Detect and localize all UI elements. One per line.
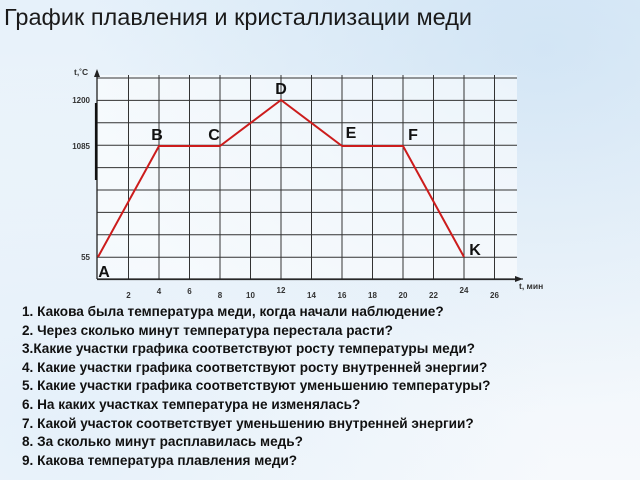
question-item: 1. Какова была температура меди, когда н… xyxy=(22,304,444,319)
x-tick-label: 16 xyxy=(338,291,347,300)
x-axis-title: t, мин xyxy=(519,281,543,291)
point-label-a: A xyxy=(98,264,110,281)
x-tick-label: 6 xyxy=(187,287,192,296)
x-tick-label: 22 xyxy=(429,291,438,300)
plot-area xyxy=(97,75,517,279)
point-label-d: D xyxy=(275,81,287,98)
x-tick-label: 8 xyxy=(218,291,223,300)
page-title: График плавления и кристаллизации меди xyxy=(4,4,473,30)
point-label-k: K xyxy=(469,242,481,259)
x-tick-label: 2 xyxy=(126,291,131,300)
point-label-c: C xyxy=(208,127,220,144)
question-item: 4. Какие участки графика соответствуют р… xyxy=(22,359,488,375)
chart-axes: t,˚C t, мин xyxy=(74,67,543,291)
point-label-b: B xyxy=(151,127,163,144)
y-tick-label: 1200 xyxy=(72,96,90,105)
chart-point-labels: A B C D E F K xyxy=(98,81,481,281)
chart-series xyxy=(97,99,465,258)
question-item: 9. Какова температура плавления меди? xyxy=(22,452,298,468)
point-label-f: F xyxy=(408,127,418,144)
question-item: 3.Какие участки графика соответствуют ро… xyxy=(22,341,475,357)
x-tick-label: 4 xyxy=(157,287,162,296)
x-tick-label: 18 xyxy=(368,291,377,300)
question-item: 2. Через сколько минут температура перес… xyxy=(22,322,393,338)
x-tick-label: 26 xyxy=(490,291,499,300)
chart-grid xyxy=(97,75,517,281)
x-tick-label: 14 xyxy=(307,291,316,300)
question-item: 5. Какие участки графика соответствуют у… xyxy=(22,378,491,394)
x-tick-label: 12 xyxy=(277,286,286,295)
temperature-line xyxy=(97,99,465,258)
y-axis-title: t,˚C xyxy=(74,67,88,77)
question-list: 1. Какова была температура меди, когда н… xyxy=(22,303,632,470)
question-item: 6. На каких участках температура не изме… xyxy=(22,396,361,412)
y-tick-label: 55 xyxy=(81,253,90,262)
y-axis-arrow xyxy=(94,69,100,77)
point-label-e: E xyxy=(346,125,357,142)
x-axis-arrow xyxy=(515,276,523,282)
y-tick-label: 1085 xyxy=(72,142,90,151)
question-item: 7. Какой участок соответствует уменьшени… xyxy=(22,415,474,431)
x-tick-label: 24 xyxy=(460,286,469,295)
question-item: 8. За сколько минут расплавилась медь? xyxy=(22,434,303,450)
x-tick-label: 10 xyxy=(246,291,255,300)
x-tick-label: 20 xyxy=(399,291,408,300)
